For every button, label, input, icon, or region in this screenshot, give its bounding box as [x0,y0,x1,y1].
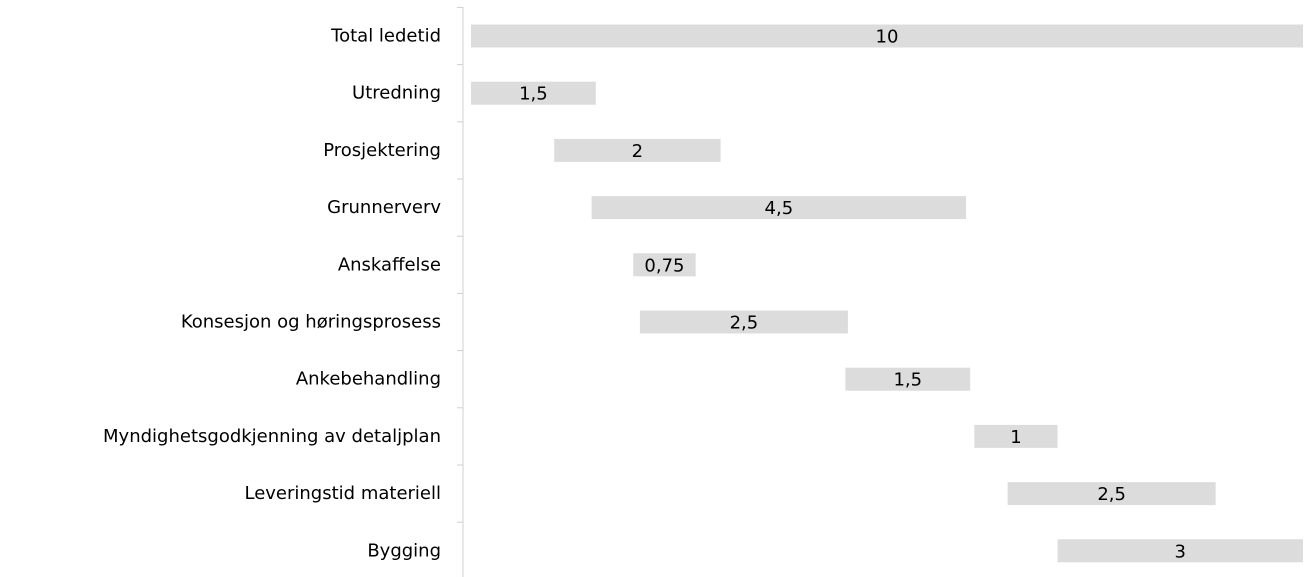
category-label: Konsesjon og høringsprosess [181,312,441,333]
data-label: 2,5 [1097,484,1126,505]
data-label: 1 [1010,427,1021,448]
bar [591,196,967,220]
data-label: 2,5 [730,313,759,334]
bar [471,24,1303,48]
data-label: 1,5 [519,84,548,105]
bar [471,81,596,105]
category-label: Total ledetid [330,26,441,47]
data-label: 10 [876,27,899,48]
bar [1007,482,1216,506]
category-label: Anskaffelse [338,254,441,275]
category-label: Bygging [367,540,441,561]
data-label: 3 [1175,541,1186,562]
category-label: Utredning [352,83,441,104]
data-labels: 10 1,5 2 4,5 0,75 2,5 1,5 1 2,5 3 [519,27,1186,563]
data-label: 1,5 [893,370,922,391]
bars-layer [471,24,1303,563]
category-label: Grunnerverv [327,197,441,218]
category-label: Myndighetsgodkjenning av detaljplan [103,426,441,447]
category-label: Leveringstid materiell [244,483,441,504]
bar [1057,539,1303,563]
category-labels: Total ledetid Utredning Prosjektering Grunn… [103,26,441,562]
data-label: 0,75 [644,255,684,276]
category-label: Prosjektering [323,140,441,161]
bar [633,253,696,277]
data-label: 2 [632,141,643,162]
bar [974,424,1058,448]
bar [639,310,848,334]
data-label: 4,5 [765,198,794,219]
bar [845,367,971,391]
axis-layer [457,6,464,577]
category-label: Ankebehandling [296,369,441,390]
bar [554,138,721,162]
